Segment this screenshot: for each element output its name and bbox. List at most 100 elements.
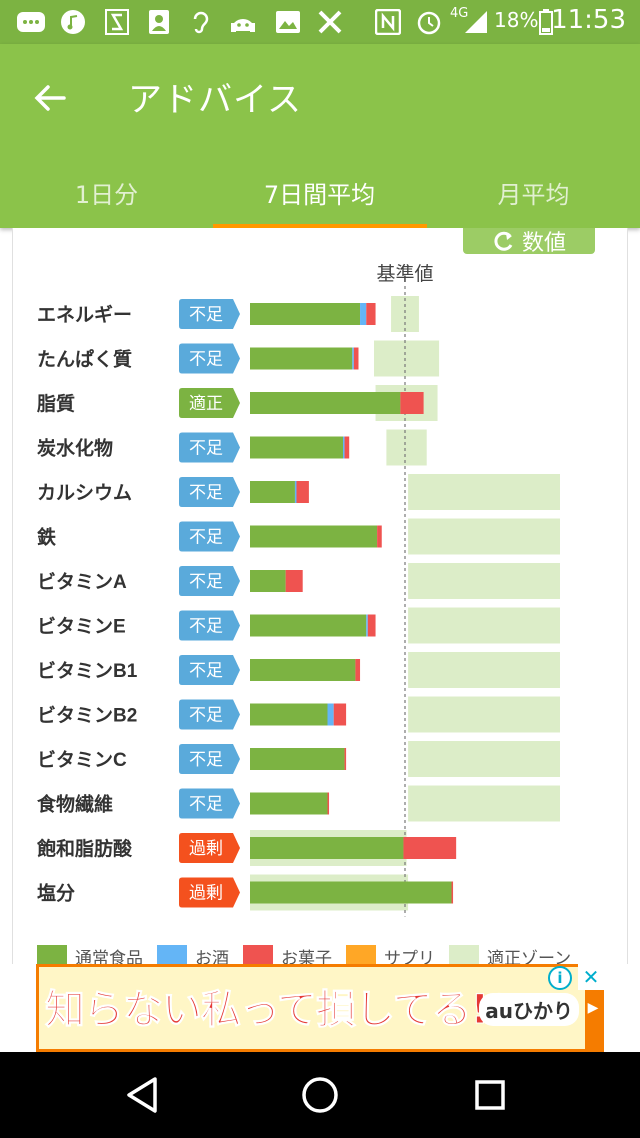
numeric-toggle-button[interactable]: 数値 [463, 228, 595, 256]
appropriate-zone [408, 696, 560, 733]
legend-swatch [243, 944, 273, 964]
back-button[interactable] [24, 72, 76, 124]
square-recents-icon [475, 1080, 505, 1110]
bar-segment-お酒 [352, 347, 354, 370]
status-badge-label: 過剰 [189, 884, 223, 904]
circle-home-icon [302, 1077, 338, 1113]
legend-item: 適正ゾーン [449, 944, 571, 964]
appropriate-zone [391, 296, 419, 332]
nav-back-button[interactable] [112, 1070, 172, 1120]
bar-segment-通常食品 [250, 659, 356, 681]
bar-segment-お菓子 [451, 881, 454, 904]
ad-info-icon[interactable]: i [548, 966, 572, 990]
status-badge [179, 432, 240, 463]
battery-percent: 18% [494, 8, 539, 32]
status-badge [179, 566, 240, 596]
bar-segment-お菓子 [366, 303, 376, 325]
arrow-left-icon [34, 85, 66, 111]
nutrient-label: 脂質 [37, 392, 75, 415]
tab-monthly-average[interactable]: 月平均 [497, 180, 570, 209]
bar-segment-お菓子 [344, 436, 350, 459]
bar-segment-通常食品 [250, 303, 361, 325]
nutrient-label: たんぱく質 [37, 348, 132, 371]
signal-icon [462, 10, 490, 34]
status-badge-label: 不足 [189, 350, 223, 370]
legend-swatch [449, 944, 479, 964]
bar-segment-通常食品 [250, 347, 353, 370]
status-badge-label: 不足 [189, 572, 223, 592]
bar-segment-お菓子 [355, 659, 361, 681]
status-badge-label: 不足 [189, 617, 223, 637]
battery-icon [538, 9, 554, 35]
bar-segment-通常食品 [250, 570, 286, 592]
status-badge [179, 388, 240, 418]
tab-7day-average[interactable]: 7日間平均 [263, 180, 376, 209]
appropriate-zone [408, 607, 560, 644]
ad-banner[interactable]: 知らない私って損してる!? auひかり ▶ [36, 964, 604, 1052]
nutrient-label: 飽和脂肪酸 [36, 837, 133, 860]
status-badge-label: 不足 [189, 661, 223, 681]
bar-segment-お酒 [343, 436, 345, 459]
page-title: アドバイス [128, 80, 302, 120]
legend-swatch [346, 944, 376, 964]
bar-segment-通常食品 [250, 392, 401, 414]
appropriate-zone [408, 741, 560, 777]
bar-segment-通常食品 [250, 792, 328, 815]
appropriate-zone [408, 563, 560, 599]
legend-label: サプリ [384, 949, 435, 964]
bar-segment-お酒 [360, 303, 367, 325]
status-badge-label: 過剰 [189, 839, 223, 859]
hearing-icon [190, 10, 212, 34]
reference-label: 基準値 [376, 263, 433, 285]
nfc-icon [374, 9, 402, 35]
triangle-back-icon [127, 1077, 157, 1113]
status-badge [179, 343, 240, 374]
bar-segment-お菓子 [367, 614, 376, 637]
music-icon [60, 10, 86, 34]
contact-icon [146, 10, 172, 34]
nutrient-label: 食物繊維 [37, 793, 113, 816]
status-badge-label: 不足 [189, 528, 223, 548]
status-badge-label: 不足 [189, 483, 223, 503]
status-badge [179, 744, 240, 774]
tab-1day[interactable]: 1日分 [74, 180, 139, 209]
status-badge-label: 適正 [189, 394, 223, 414]
bar-segment-通常食品 [250, 881, 452, 904]
legend-label: 適正ゾーン [487, 949, 572, 964]
bar-segment-お菓子 [296, 481, 309, 503]
refresh-icon [494, 231, 513, 251]
advice-chart-card: 数値 基準値 エネルギー 不足 たんぱく質 不足 脂質 適正 炭水化物 不足 カルシウム 不足鉄不足… [12, 228, 628, 964]
status-bar: 4G 18% 11:53 [0, 0, 640, 44]
tools-icon [316, 10, 344, 34]
status-badge [179, 610, 240, 641]
status-badge-label: 不足 [189, 795, 223, 815]
alarm-icon [416, 10, 442, 35]
bar-segment-通常食品 [250, 837, 404, 859]
appropriate-zone [386, 429, 427, 466]
image-icon [274, 10, 302, 34]
nutrient-label: カルシウム [37, 482, 132, 504]
ad-headline: 知らない私って損してる!? [44, 987, 511, 1034]
status-badge [179, 655, 240, 685]
legend-label: 通常食品 [75, 949, 143, 964]
bar-segment-お菓子 [333, 703, 347, 726]
legend-item: お菓子 [243, 944, 332, 964]
android-icon [228, 10, 258, 34]
legend-swatch [37, 944, 67, 964]
ad-close-icon[interactable]: ✕ [578, 964, 604, 990]
app-bar: アドバイス 1日分 7日間平均 月平均 [0, 44, 640, 228]
status-badge-label: 不足 [189, 750, 223, 770]
bar-segment-通常食品 [250, 436, 343, 459]
nav-home-button[interactable] [290, 1070, 350, 1120]
bar-segment-通常食品 [250, 614, 367, 637]
bar-segment-通常食品 [250, 481, 295, 503]
bar-segment-お菓子 [344, 748, 347, 770]
chart-legend: 通常食品 お酒 お菓子 サプリ 適正ゾーン [37, 944, 571, 964]
status-badge [179, 833, 240, 863]
nav-recents-button[interactable] [460, 1070, 520, 1120]
status-badge [179, 477, 240, 507]
appropriate-zone [408, 518, 560, 555]
legend-swatch [157, 944, 187, 964]
status-badge-label: 不足 [189, 706, 223, 726]
